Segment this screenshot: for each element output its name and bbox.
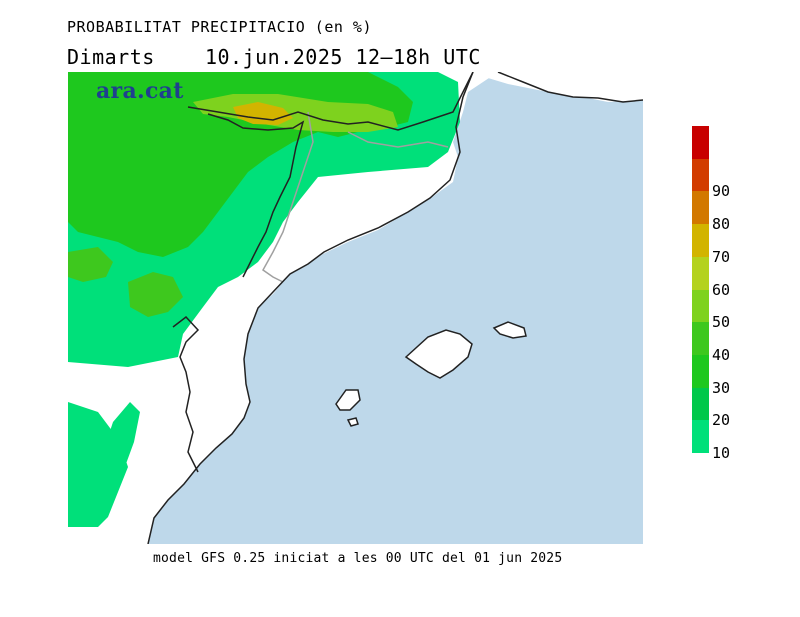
legend-tick-label: 20	[712, 411, 731, 430]
river-segre	[347, 131, 449, 148]
legend-swatch	[692, 191, 709, 225]
legend-tick-label: 70	[712, 247, 731, 266]
legend-tick-label: 60	[712, 280, 731, 299]
coastline	[147, 72, 474, 544]
model-info: model GFS 0.25 iniciat a les 00 UTC del …	[153, 551, 563, 566]
precip-area-20-30-c	[68, 247, 113, 282]
precipitation-map	[68, 72, 643, 544]
island-menorca	[492, 321, 527, 339]
border-spain-france	[187, 72, 474, 131]
legend-tick-label: 30	[712, 378, 731, 397]
legend-swatch	[692, 126, 709, 160]
legend-swatch	[692, 420, 709, 454]
land-france	[468, 72, 643, 102]
legend-tick-label: 40	[712, 345, 731, 364]
island-formentera	[346, 417, 359, 427]
precip-area-20-30-b	[128, 272, 183, 317]
legend-swatch	[692, 354, 709, 389]
legend-tick-label: 80	[712, 215, 731, 234]
legend-swatch	[692, 256, 709, 290]
island-mallorca	[404, 329, 473, 379]
forecast-period: Dimarts 10.jun.2025 12–18h UTC	[67, 45, 481, 69]
legend-swatch	[692, 289, 709, 323]
legend-swatch	[692, 322, 709, 356]
coastline-france	[497, 72, 643, 103]
ara-cat-logo: ara.cat	[96, 78, 184, 104]
precip-area-60-70	[233, 102, 293, 125]
color-legend	[692, 126, 709, 454]
legend-swatch	[692, 387, 709, 421]
river-ebro	[262, 111, 314, 283]
legend-swatch	[692, 158, 709, 192]
legend-swatch	[692, 224, 709, 258]
map-svg	[68, 72, 643, 544]
border-aragon-catalonia	[207, 113, 305, 278]
legend-tick-label: 10	[712, 444, 731, 462]
border-valencia	[172, 315, 200, 473]
island-ibiza	[335, 389, 361, 411]
legend-tick-label: 50	[712, 313, 731, 332]
precip-area-10-20-patch	[68, 402, 140, 526]
legend-tick-label: 90	[712, 182, 731, 201]
map-title: PROBABILITAT PRECIPITACIO (en %)	[67, 18, 372, 36]
